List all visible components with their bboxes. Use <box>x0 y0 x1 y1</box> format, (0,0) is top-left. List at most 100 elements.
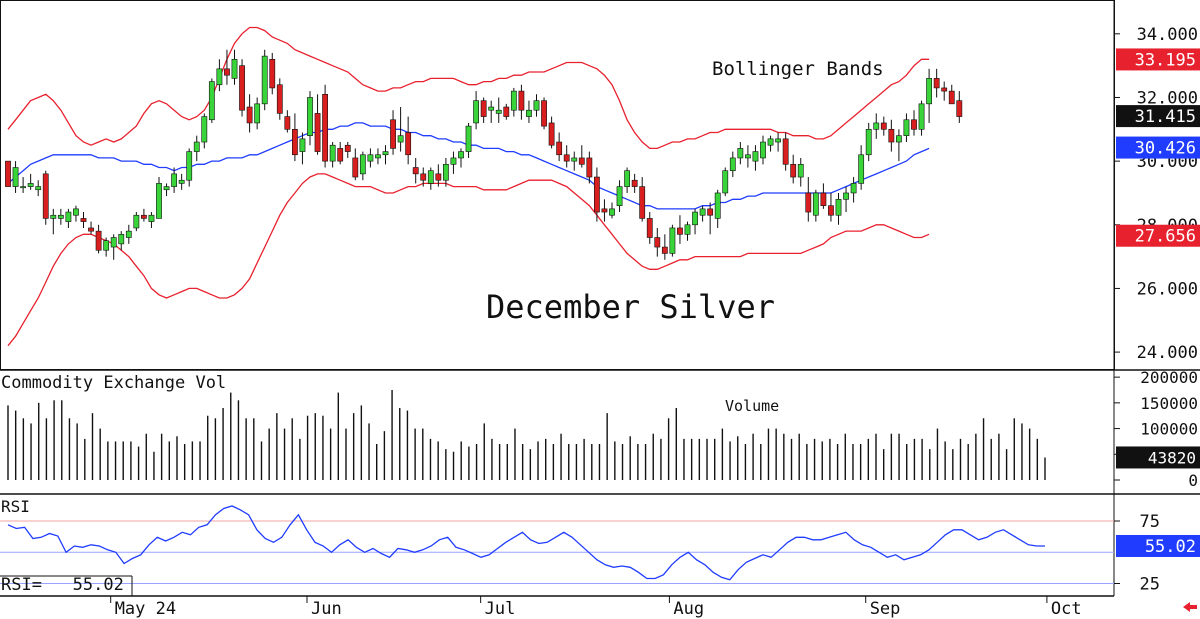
candle-body <box>556 141 563 156</box>
rsi-current-tag-bg <box>1116 534 1200 557</box>
candle-body <box>563 154 570 162</box>
candle-body <box>208 81 215 121</box>
rsi-panel-title: RSI <box>1 497 30 516</box>
rsi-line <box>7 505 1045 581</box>
price-tag-label: 31.415 <box>1135 107 1196 127</box>
candle-body <box>50 214 57 219</box>
candle-body <box>458 151 464 159</box>
candle-body <box>541 100 547 127</box>
candle-body <box>858 154 865 184</box>
candle-body <box>20 186 26 189</box>
candle-body <box>239 65 245 111</box>
volume-panel-title: Commodity Exchange Vol <box>1 373 226 393</box>
candle-body <box>171 173 177 187</box>
candle-body <box>163 186 170 191</box>
x-tick-label: Jul <box>485 599 516 619</box>
price-tag-label: 33.195 <box>1135 50 1196 70</box>
candle-body <box>65 211 72 222</box>
candle-body <box>948 90 955 105</box>
rsi-readout: RSI= 55.02 <box>1 575 124 595</box>
candle-body <box>692 211 698 226</box>
x-tick-label: Sep <box>870 599 901 619</box>
candle-body <box>465 125 472 152</box>
candle-body <box>744 154 751 159</box>
candle-body <box>956 100 963 117</box>
candle-body <box>775 138 781 143</box>
candle-body <box>571 157 578 162</box>
x-tick-label: May 24 <box>115 599 176 619</box>
candle-body <box>888 129 895 143</box>
candle-body <box>216 68 223 86</box>
bollinger-annotation: Bollinger Bands <box>712 58 884 80</box>
price-tag-bg <box>1116 48 1200 71</box>
price-tick-label: 26.000 <box>1137 279 1198 299</box>
price-tag-bg <box>1116 224 1200 247</box>
candle-body <box>609 208 615 216</box>
volume-tick-label: 0 <box>1188 471 1198 490</box>
candle-body <box>782 138 789 165</box>
candle-body <box>261 55 268 105</box>
candle-body <box>578 157 585 165</box>
x-tick-label: Aug <box>673 599 704 619</box>
volume-tick-label: 200000 <box>1140 368 1198 387</box>
x-tick-label: Oct <box>1051 599 1082 619</box>
price-tick-label: 24.000 <box>1137 343 1198 363</box>
candle-body <box>359 154 366 175</box>
candle-body <box>254 103 261 124</box>
candle-body <box>729 157 736 171</box>
candle-body <box>850 183 857 194</box>
candle-body <box>375 154 381 159</box>
candle-body <box>495 109 502 114</box>
candle-body <box>480 100 487 117</box>
candle-body <box>141 214 147 219</box>
candle-body <box>224 68 230 76</box>
candle-body <box>125 230 132 238</box>
candle-body <box>397 135 404 143</box>
price-tag-label: 27.656 <box>1135 227 1196 247</box>
candle-body <box>5 160 11 187</box>
candle-body <box>699 208 706 216</box>
candle-body <box>926 78 932 105</box>
price-tick-label: 34.000 <box>1137 25 1198 45</box>
candle-body <box>548 122 555 146</box>
candle-body <box>933 78 940 89</box>
candle-body <box>435 173 442 181</box>
volume-current-tag-bg <box>1116 446 1200 469</box>
candle-body <box>382 151 389 156</box>
candle-body <box>601 208 608 213</box>
candle-body <box>405 132 412 156</box>
rsi-tick-label: 75 <box>1140 512 1160 532</box>
volume-tick-label: 100000 <box>1140 420 1198 439</box>
candle-body <box>503 106 510 117</box>
candle-body <box>873 122 880 130</box>
candle-body <box>12 167 19 187</box>
candle-body <box>797 164 804 178</box>
candle-body <box>269 58 276 89</box>
candle-body <box>442 164 449 181</box>
candle-body <box>767 138 774 146</box>
left-arrow-icon[interactable] <box>1183 602 1197 612</box>
candle-body <box>35 186 42 191</box>
candle-body <box>420 173 427 181</box>
candle-body <box>322 93 328 162</box>
candle-body <box>616 186 623 206</box>
candle-body <box>231 58 238 79</box>
candle-body <box>201 116 208 143</box>
volume-current-tag-label: 43820 <box>1148 448 1196 467</box>
candle-body <box>80 218 87 222</box>
candle-body <box>291 129 298 156</box>
candle-body <box>631 179 638 187</box>
upper-band-line <box>7 26 930 150</box>
candle-body <box>133 214 140 229</box>
candle-body <box>307 97 313 136</box>
candle-body <box>918 103 925 130</box>
candle-body <box>646 218 653 238</box>
candle-body <box>624 170 630 187</box>
price-tick-label: 32.000 <box>1137 88 1198 108</box>
candle-body <box>73 208 79 216</box>
candle-body <box>329 144 336 162</box>
candle-body <box>714 192 721 219</box>
candle-body <box>186 151 193 181</box>
candle-body <box>518 90 525 111</box>
